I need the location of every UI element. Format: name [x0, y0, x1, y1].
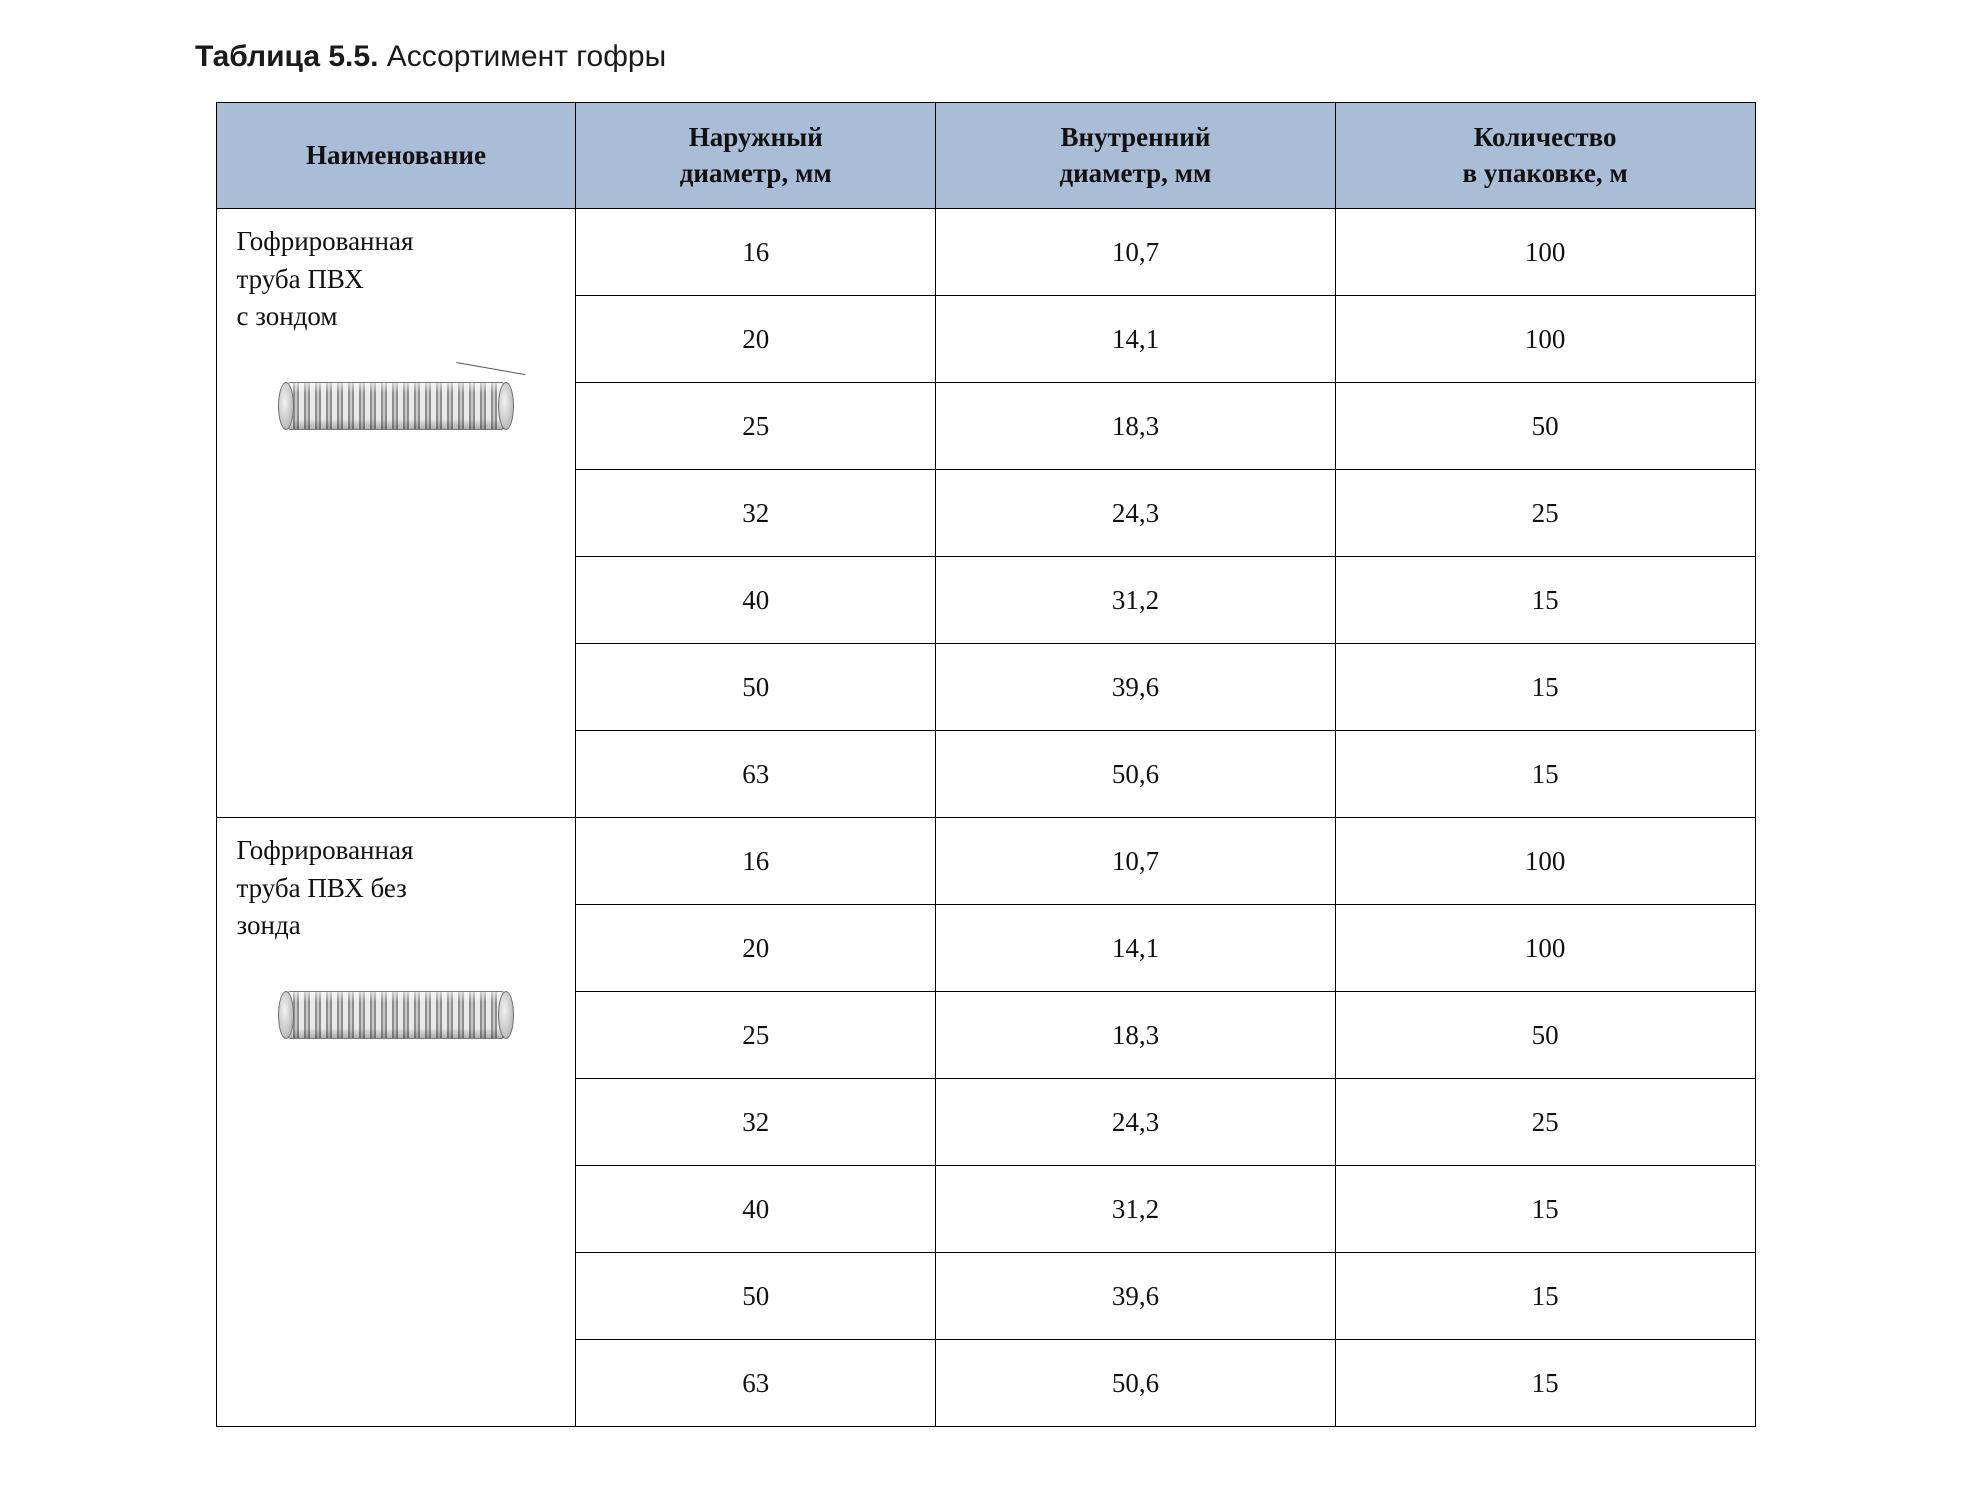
corrugated-pipe-icon [276, 985, 516, 1045]
cell-inner: 31,2 [936, 556, 1336, 643]
cell-outer: 20 [576, 904, 936, 991]
cell-inner: 14,1 [936, 295, 1336, 382]
col-header-pack: Количество в упаковке, м [1335, 103, 1755, 209]
cell-inner: 18,3 [936, 991, 1336, 1078]
cell-outer: 40 [576, 556, 936, 643]
cell-inner: 14,1 [936, 904, 1336, 991]
cell-outer: 63 [576, 1339, 936, 1426]
col-header-inner-l1: Внутренний [1061, 122, 1211, 152]
cell-outer: 50 [576, 643, 936, 730]
table-title-text: Ассортимент гофры [378, 40, 666, 73]
cell-inner: 18,3 [936, 382, 1336, 469]
cell-outer: 16 [576, 817, 936, 904]
col-header-outer: Наружный диаметр, мм [576, 103, 936, 209]
cell-inner: 50,6 [936, 730, 1336, 817]
col-header-inner: Внутренний диаметр, мм [936, 103, 1336, 209]
cell-pack: 15 [1335, 1252, 1755, 1339]
cell-inner: 24,3 [936, 1078, 1336, 1165]
group-name-label: Гофрированнаятруба ПВХ беззонда [237, 832, 556, 945]
cell-pack: 100 [1335, 817, 1755, 904]
table-row: Гофрированнаятруба ПВХ беззонда1610,7100 [216, 817, 1755, 904]
cell-inner: 39,6 [936, 643, 1336, 730]
cell-pack: 15 [1335, 730, 1755, 817]
cell-outer: 25 [576, 382, 936, 469]
corrugated-pipe-icon [276, 376, 516, 436]
col-header-outer-l1: Наружный [689, 122, 823, 152]
pipe-illustration [237, 376, 556, 445]
cell-pack: 100 [1335, 904, 1755, 991]
pipe-illustration [237, 985, 556, 1054]
cell-inner: 50,6 [936, 1339, 1336, 1426]
cell-outer: 25 [576, 991, 936, 1078]
cell-pack: 15 [1335, 643, 1755, 730]
cell-pack: 50 [1335, 991, 1755, 1078]
col-header-pack-l1: Количество [1474, 122, 1617, 152]
cell-inner: 39,6 [936, 1252, 1336, 1339]
table-number: Таблица 5.5. [195, 40, 378, 73]
col-header-pack-l2: в упаковке, м [1463, 158, 1628, 188]
cell-outer: 40 [576, 1165, 936, 1252]
cell-outer: 16 [576, 208, 936, 295]
cell-pack: 100 [1335, 208, 1755, 295]
cell-pack: 100 [1335, 295, 1755, 382]
cell-inner: 24,3 [936, 469, 1336, 556]
cell-pack: 15 [1335, 1339, 1755, 1426]
cell-inner: 10,7 [936, 817, 1336, 904]
cell-outer: 63 [576, 730, 936, 817]
cell-inner: 10,7 [936, 208, 1336, 295]
table-caption: Таблица 5.5. Ассортимент гофры [195, 40, 1911, 74]
assortment-table: Наименование Наружный диаметр, мм Внутре… [216, 102, 1756, 1427]
col-header-name: Наименование [216, 103, 576, 209]
cell-pack: 15 [1335, 556, 1755, 643]
group-name-label: Гофрированнаятруба ПВХс зондом [237, 223, 556, 336]
col-header-inner-l2: диаметр, мм [1059, 158, 1211, 188]
cell-pack: 15 [1335, 1165, 1755, 1252]
table-header-row: Наименование Наружный диаметр, мм Внутре… [216, 103, 1755, 209]
table-body: Гофрированнаятруба ПВХс зондом1610,71002… [216, 208, 1755, 1426]
group-name-cell: Гофрированнаятруба ПВХ беззонда [216, 817, 576, 1426]
cell-inner: 31,2 [936, 1165, 1336, 1252]
cell-outer: 20 [576, 295, 936, 382]
cell-pack: 25 [1335, 469, 1755, 556]
cell-outer: 32 [576, 469, 936, 556]
cell-pack: 25 [1335, 1078, 1755, 1165]
table-row: Гофрированнаятруба ПВХс зондом1610,7100 [216, 208, 1755, 295]
col-header-outer-l2: диаметр, мм [680, 158, 832, 188]
cell-pack: 50 [1335, 382, 1755, 469]
col-header-name-text: Наименование [306, 140, 486, 170]
cell-outer: 50 [576, 1252, 936, 1339]
cell-outer: 32 [576, 1078, 936, 1165]
group-name-cell: Гофрированнаятруба ПВХс зондом [216, 208, 576, 817]
